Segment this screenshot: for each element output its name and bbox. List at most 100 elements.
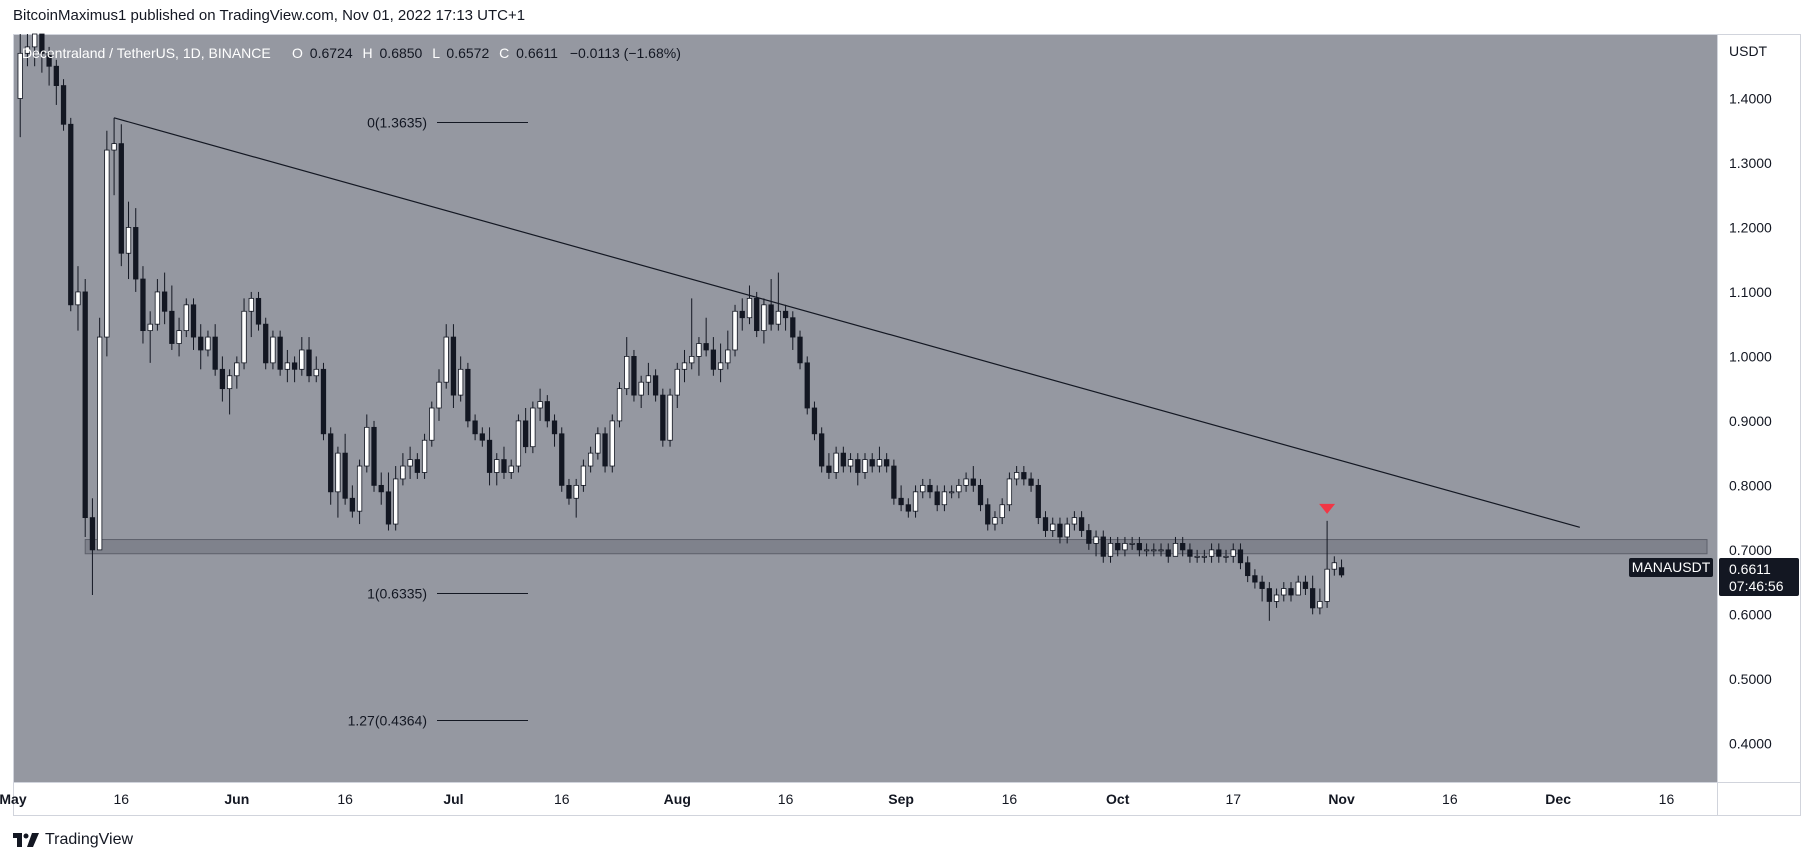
candle (1093, 530, 1099, 557)
candle-body-up (1331, 562, 1337, 570)
candle-body-down (414, 459, 420, 473)
candle (465, 362, 471, 428)
candle (342, 433, 348, 505)
candle (624, 337, 630, 396)
candle (1107, 536, 1114, 563)
candle (154, 279, 161, 331)
candle (140, 266, 146, 344)
legend-symbol: Decentraland / TetherUS, 1D, BINANCE (22, 45, 271, 61)
price-label-box (1719, 558, 1799, 596)
candle (898, 485, 904, 512)
price-axis-currency: USDT (1729, 43, 1768, 59)
candle-body-up (176, 330, 182, 344)
candle (1057, 517, 1063, 544)
time-tick-label: Jun (224, 791, 249, 807)
candle (782, 304, 789, 331)
candle (1165, 543, 1171, 563)
candle (703, 317, 709, 357)
candle-body-down (486, 439, 493, 473)
candle (385, 472, 392, 531)
candle-body-up (1194, 555, 1200, 558)
candle-body-up (862, 459, 868, 473)
tradingview-brand[interactable]: TradingView (13, 829, 133, 851)
candle-body-up (436, 381, 442, 409)
candle (595, 427, 601, 460)
candle (1245, 556, 1251, 583)
candle (176, 317, 182, 357)
candle-body-down (378, 484, 384, 493)
candle (1028, 472, 1034, 492)
candle (833, 446, 839, 479)
candle (609, 414, 615, 473)
price-tick-label: 0.9000 (1729, 413, 1772, 429)
candle (1230, 543, 1236, 563)
price-tick-label: 1.4000 (1729, 90, 1772, 106)
candle (1078, 511, 1085, 537)
candle-body-down (169, 310, 175, 344)
candle (68, 117, 74, 312)
candle (219, 356, 226, 402)
candle-body-up (674, 368, 680, 396)
price-tick-label: 0.5000 (1729, 671, 1772, 687)
candle (869, 453, 875, 473)
candle (616, 382, 623, 428)
candle (501, 446, 507, 479)
candle-body-down (804, 362, 810, 409)
candle (1187, 543, 1193, 563)
candle-body-up (1013, 472, 1020, 480)
candle (1086, 524, 1092, 550)
candle (1151, 543, 1157, 557)
candle-body-down (927, 484, 933, 493)
candle-body-up (609, 420, 615, 467)
candle (674, 362, 680, 408)
candle (523, 408, 529, 454)
candle (255, 291, 262, 331)
candle (429, 401, 435, 447)
candle-body-up (616, 388, 623, 422)
candle (17, 34, 23, 138)
candle (450, 324, 457, 408)
candle-body-down (819, 433, 825, 467)
candle-body-down (450, 336, 457, 396)
candle-body-down (559, 433, 565, 486)
candle-body-down (1078, 517, 1085, 531)
candle-body-up (75, 291, 81, 306)
candle (313, 356, 319, 383)
candle (912, 485, 919, 518)
candle (46, 46, 52, 86)
candle-body-up (1107, 543, 1114, 557)
candle (1302, 575, 1309, 595)
candle-body-up (1093, 536, 1099, 544)
candle-body-down (118, 143, 124, 254)
candle-body-down (1288, 588, 1294, 596)
candle-body-up (595, 433, 601, 454)
candle-body-down (306, 349, 312, 377)
candle-body-up (833, 452, 839, 473)
candle-body-down (811, 407, 818, 435)
candle (118, 124, 124, 267)
candle (566, 478, 572, 505)
candle-body-up (1064, 523, 1070, 538)
candle-body-down (703, 343, 709, 351)
candle (790, 311, 796, 350)
candle (443, 324, 449, 389)
price-axis-ticks: 1.4000 1.3000 1.2000 1.1000 1.0000 0.9000 0.80… (1729, 90, 1772, 751)
candle (75, 266, 81, 331)
candle-body-down (349, 497, 355, 512)
legend-ohlc: O 0.6724 H 0.6850 L 0.6572 C 0.6611 −0.0… (292, 45, 681, 61)
time-tick-label: 16 (778, 791, 794, 807)
candle-body-up (1230, 549, 1236, 557)
candle (234, 356, 240, 389)
fib-level-label: 0(1.3635) (367, 115, 427, 131)
candle (1100, 530, 1106, 563)
marker-down-icon (1319, 503, 1336, 514)
time-tick-label: Aug (664, 791, 691, 807)
candle (328, 427, 334, 505)
candle-body-up (587, 452, 594, 467)
candle-body-up (1317, 601, 1323, 609)
candle-body-up (1006, 478, 1013, 506)
candle (811, 401, 818, 441)
candle-body-down (255, 297, 262, 325)
candle (1331, 556, 1337, 576)
